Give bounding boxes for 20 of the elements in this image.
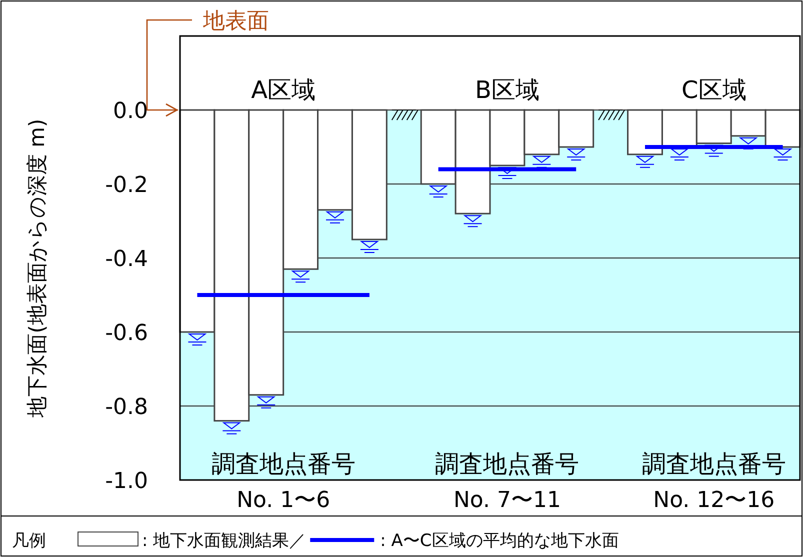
legend-label: : A〜C区域の平均的な地下水面 <box>380 531 619 551</box>
text: No. 12〜16 <box>653 488 775 513</box>
text: No. 1〜6 <box>236 488 330 513</box>
y-tick-label: -0.4 <box>105 247 148 272</box>
annotation: 調査地点番号 <box>642 450 786 478</box>
annotation: B区域 <box>474 76 540 104</box>
legend-title: 凡例 <box>12 531 46 551</box>
y-tick-label: -0.6 <box>105 321 148 346</box>
y-tick-label: -0.8 <box>105 395 148 420</box>
text: No. 7〜11 <box>453 488 561 513</box>
y-tick-label: 0.0 <box>113 99 148 124</box>
y-tick-label: -0.2 <box>105 173 148 198</box>
text: 地表面 <box>202 9 269 34</box>
y-tick-label: -1.0 <box>105 469 148 494</box>
legend-label: : 地下水面観測結果／ <box>142 531 306 551</box>
annotation: C区域 <box>682 76 746 104</box>
annotation: 調査地点番号 <box>435 450 580 478</box>
y-axis-title: 地下水面(地表面からの深度 m) <box>25 118 49 418</box>
annotation: 調査地点番号 <box>211 450 356 478</box>
annotation: A区域 <box>251 76 316 104</box>
